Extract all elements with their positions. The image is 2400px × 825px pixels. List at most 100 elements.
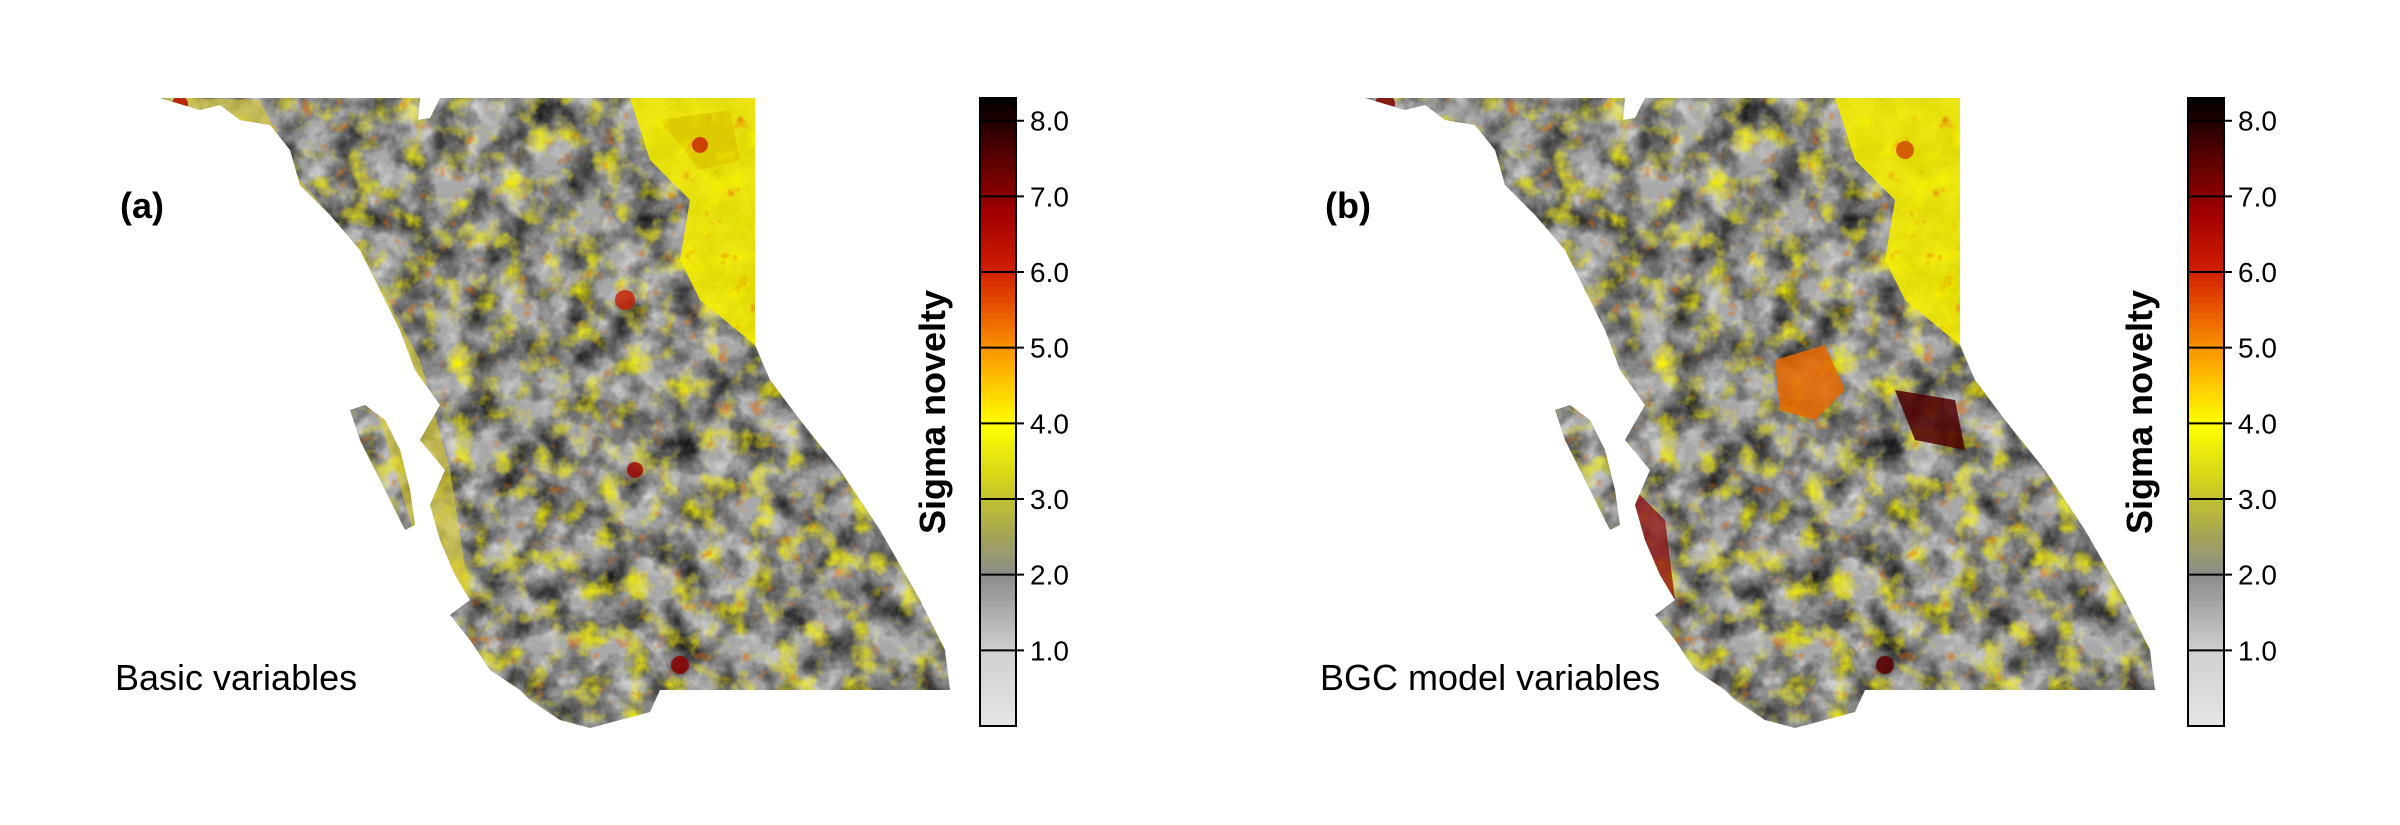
colorbar-tick-label: 2.0 [2238,560,2277,591]
colorbar-segment [2188,103,2224,110]
colorbar-segment [980,354,1016,361]
colorbar-segment [980,391,1016,397]
colorbar-segment [2188,427,2224,434]
colorbar-tick-label: 3.0 [2238,484,2277,515]
colorbar-segment [2188,145,2224,151]
colorbar-segment [2188,249,2224,256]
colorbar-segment [980,527,1016,533]
colorbar-segment [980,113,1016,120]
colorbar-segment [2188,527,2224,533]
colorbar-segment [980,532,1016,539]
colorbar-segment [2188,569,2224,575]
colorbar-segment [2188,710,2224,717]
panel-b-letter: (b) [1325,185,1371,226]
colorbar-segment [2188,181,2224,188]
colorbar-a: 1.0 2.0 3.0 4.0 5.0 6.0 7.0 8.0 Sigma novelty [912,97,1069,727]
colorbar-tick-label: 6.0 [1030,257,1069,288]
colorbar-segment [2188,422,2224,429]
colorbar-segment [2188,244,2224,251]
colorbar-segment [980,668,1016,675]
colorbar-tick-label: 5.0 [2238,333,2277,364]
colorbar-segment [980,621,1016,628]
colorbar-segment [980,490,1016,497]
colorbar-segment [980,595,1016,601]
colorbar-segment [2188,396,2224,403]
colorbar-segment [980,186,1016,193]
colorbar-segment [2188,469,2224,476]
colorbar-segment [2188,401,2224,408]
colorbar-tick-label: 1.0 [2238,635,2277,666]
colorbar-b-title: Sigma novelty [2119,290,2160,534]
colorbar-segment [980,202,1016,209]
colorbar-segment [2188,553,2224,560]
colorbar-segment [980,234,1016,240]
colorbar-segment [980,207,1016,214]
colorbar-segment [980,537,1016,544]
colorbar-segment [980,160,1016,167]
colorbar-segment [980,642,1016,649]
colorbar-segment [980,255,1016,261]
colorbar-segment [2188,207,2224,214]
colorbar-segment [980,317,1016,324]
colorbar-segment [2188,186,2224,193]
colorbar-segment [2188,260,2224,267]
colorbar-segment [980,338,1016,345]
colorbar-segment [980,150,1016,157]
colorbar-segment [2188,364,2224,371]
colorbar-segment [980,396,1016,403]
colorbar-segment [980,364,1016,371]
colorbar-segment [2188,171,2224,178]
colorbar-segment [2188,134,2224,141]
colorbar-segment [2188,296,2224,303]
colorbar-segment [2188,537,2224,544]
colorbar-segment [980,401,1016,408]
colorbar-segment [980,103,1016,110]
colorbar-segment [980,228,1016,235]
colorbar-tick-label: 8.0 [1030,106,1069,137]
colorbar-segment [2188,443,2224,450]
colorbar-segment [2188,432,2224,439]
colorbar-tick-label: 8.0 [2238,106,2277,137]
colorbar-segment [2188,621,2224,628]
colorbar-segment [980,574,1016,581]
colorbar-segment [2188,626,2224,633]
colorbar-segment [2188,678,2224,685]
colorbar-segment [980,652,1016,659]
colorbar-segment [2188,485,2224,492]
colorbar-segment [980,328,1016,335]
colorbar-segment [2188,563,2224,570]
colorbar-segment [2188,574,2224,581]
colorbar-segment [2188,375,2224,382]
colorbar-segment [2188,239,2224,246]
colorbar-tick-label: 7.0 [2238,181,2277,212]
colorbar-segment [980,312,1016,319]
colorbar-segment [980,281,1016,287]
colorbar-segment [980,359,1016,366]
colorbar-segment [2188,448,2224,455]
colorbar-segment [980,542,1016,549]
colorbar-segment [2188,234,2224,240]
colorbar-segment [2188,668,2224,675]
colorbar-segment [980,166,1016,172]
colorbar-segment [2188,328,2224,335]
colorbar-segment [980,453,1016,460]
colorbar-segment [980,438,1016,444]
colorbar-segment [980,171,1016,178]
colorbar-segment [980,380,1016,387]
colorbar-segment [2188,150,2224,157]
colorbar-segment [980,302,1016,308]
colorbar-segment [2188,176,2224,183]
colorbar-segment [980,155,1016,162]
colorbar-segment [980,548,1016,554]
colorbar-segment [980,673,1016,680]
colorbar-segment [2188,160,2224,167]
colorbar-segment [2188,98,2224,104]
colorbar-segment [2188,516,2224,523]
colorbar-segment [980,464,1016,471]
colorbar-segment [2188,108,2224,115]
colorbar-segment [2188,652,2224,659]
colorbar-segment [980,485,1016,492]
colorbar-segment [2188,380,2224,387]
colorbar-segment [980,558,1016,565]
colorbar-segment [980,129,1016,136]
